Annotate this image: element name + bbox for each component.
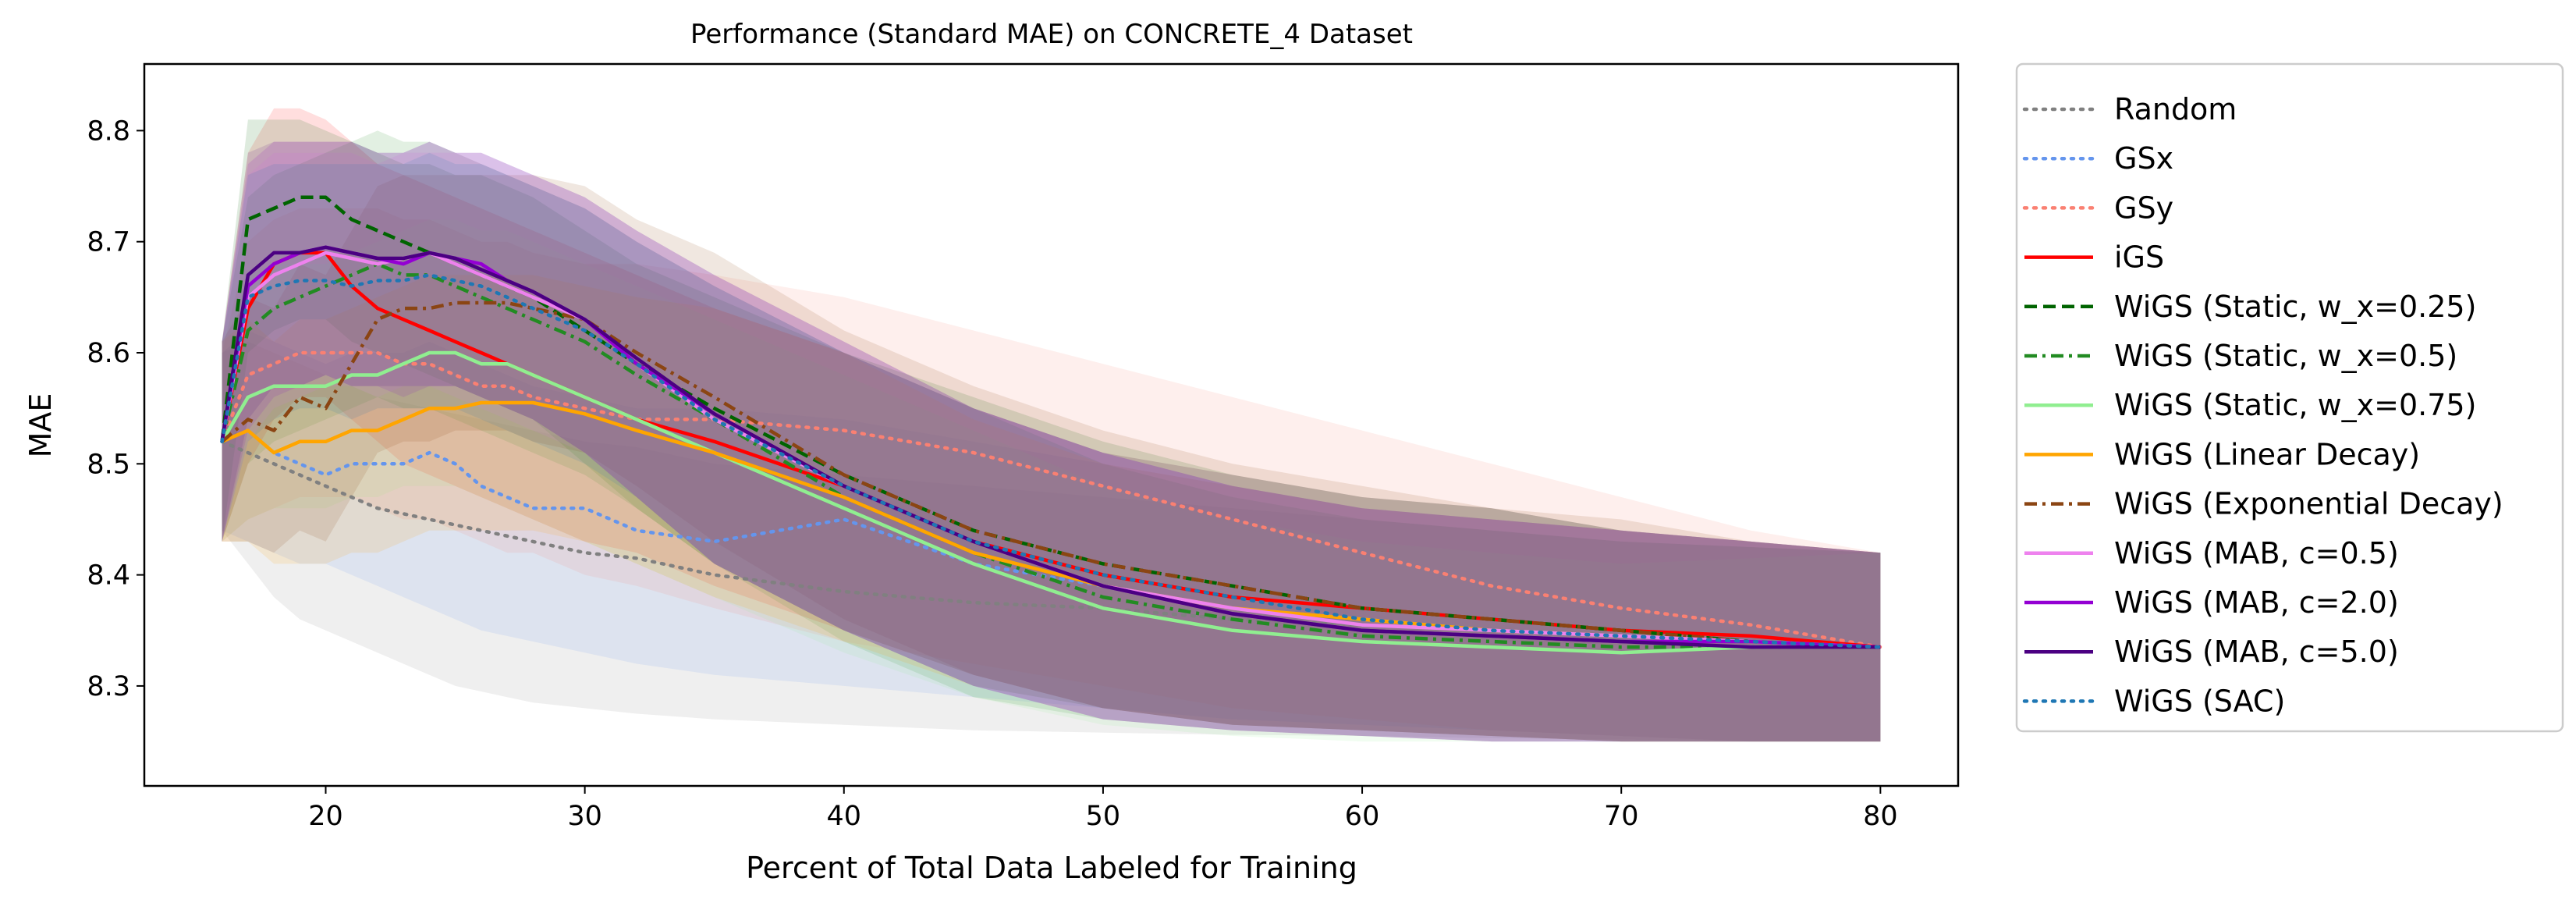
legend-frame — [2015, 62, 2564, 733]
plot-frame — [143, 62, 1960, 787]
x-axis-ticks: 20 30 40 50 60 70 80 — [308, 786, 1898, 832]
band-wigs-exponential-decay — [222, 175, 1881, 742]
band-wigs-static-w-x-0-75 — [222, 219, 1881, 742]
y-tick-label: 8.4 — [87, 560, 130, 592]
band-wigs-linear-decay — [222, 275, 1881, 742]
series-line-wigs-static-w-x-0-5 — [220, 261, 1881, 649]
confidence-bands — [222, 108, 1881, 742]
band-gsy — [222, 208, 1881, 742]
band-wigs-static-w-x-0-5 — [222, 130, 1881, 742]
band-random — [222, 341, 1881, 742]
x-tick-label: 40 — [827, 801, 862, 832]
x-tick-label: 70 — [1604, 801, 1639, 832]
legend: Random GSx GSy iGS WiGS (Static, w_x=0.25) Wi… — [2015, 62, 2564, 733]
series-line-wigs-mab-c-0-5 — [220, 251, 1881, 649]
series-line-gsx — [220, 428, 1882, 649]
band-wigs-mab-c-5-0 — [222, 141, 1881, 742]
y-axis-ticks: 8.3 8.4 8.5 8.6 8.7 8.8 — [87, 116, 144, 702]
legend-label: Random — [2114, 92, 2237, 126]
band-wigs-mab-c-0-5 — [222, 152, 1881, 742]
legend-label: WiGS (MAB, c=0.5) — [2114, 536, 2399, 571]
legend-label: GSy — [2114, 190, 2173, 225]
x-tick-label: 20 — [308, 801, 343, 832]
band-wigs-static-w-x-0-25 — [222, 119, 1881, 742]
legend-label: WiGS (Exponential Decay) — [2114, 487, 2503, 521]
y-tick-label: 8.3 — [87, 671, 130, 702]
y-tick-label: 8.8 — [87, 116, 130, 147]
series-line-wigs-static-w-x-0-75 — [220, 350, 1881, 655]
band-wigs-mab-c-2-0 — [222, 141, 1881, 742]
legend-label: WiGS (MAB, c=5.0) — [2114, 635, 2399, 669]
y-tick-label: 8.6 — [87, 338, 130, 369]
legend-label: WiGS (Static, w_x=0.25) — [2114, 290, 2476, 324]
series-line-wigs-static-w-x-0-25 — [220, 195, 1881, 649]
y-tick-label: 8.7 — [87, 227, 130, 258]
band-igs — [222, 108, 1881, 742]
plot-area — [143, 62, 1960, 787]
legend-label: WiGS (Linear Decay) — [2114, 437, 2420, 471]
series-line-gsy — [220, 350, 1882, 649]
x-tick-label: 60 — [1345, 801, 1380, 832]
series-line-wigs-mab-c-5-0 — [220, 245, 1881, 649]
series-line-wigs-exponential-decay — [221, 300, 1881, 649]
series-lines — [220, 195, 1882, 655]
legend-label: GSx — [2114, 141, 2173, 176]
band-wigs-sac — [222, 152, 1881, 742]
legend-label: WiGS (Static, w_x=0.75) — [2114, 388, 2476, 422]
x-tick-label: 30 — [567, 801, 602, 832]
legend-label: WiGS (MAB, c=2.0) — [2114, 585, 2399, 620]
plot-background — [144, 64, 1958, 786]
series-line-wigs-sac — [220, 273, 1882, 649]
legend-label: WiGS (SAC) — [2114, 684, 2285, 718]
x-axis-label: Percent of Total Data Labeled for Traini… — [746, 851, 1357, 885]
y-tick-label: 8.5 — [87, 449, 130, 480]
legend-label: WiGS (Static, w_x=0.5) — [2114, 339, 2457, 373]
y-axis-label: MAE — [23, 393, 58, 458]
legend-items: Random GSx GSy iGS WiGS (Static, w_x=0.25) Wi… — [2022, 92, 2503, 718]
chart-title: Performance (Standard MAE) on CONCRETE_4… — [690, 19, 1413, 50]
x-tick-label: 50 — [1086, 801, 1121, 832]
x-tick-label: 80 — [1863, 801, 1898, 832]
legend-label: iGS — [2114, 240, 2164, 275]
band-gsx — [222, 330, 1881, 742]
